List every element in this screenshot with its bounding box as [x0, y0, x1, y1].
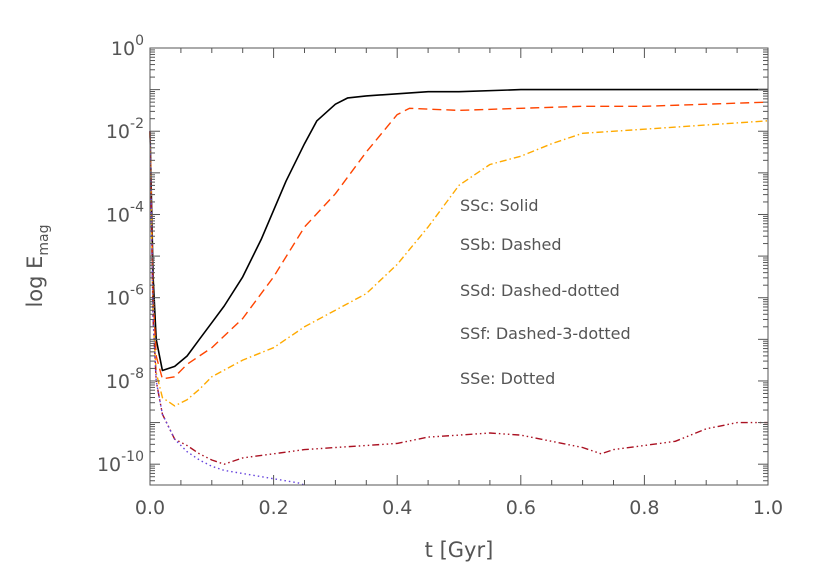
y-tick-label-3: 10-6 — [106, 283, 144, 310]
legend-entry-ssc: SSc: Solid — [460, 196, 539, 215]
series-line-ssd — [149, 120, 769, 407]
series-line-sse — [149, 131, 305, 486]
series-line-ssb — [149, 101, 769, 380]
x-tick-label-5: 1.0 — [753, 497, 783, 519]
x-tick-label-1: 0.2 — [258, 497, 288, 519]
axis-tick-labels: 0.0 0.2 0.4 0.6 0.8 1.0 100 10-2 10-4 10-6 10-8 10-… — [97, 33, 783, 519]
x-tick-label-3: 0.6 — [506, 497, 536, 519]
legend-entry-ssd: SSd: Dashed-dotted — [460, 281, 620, 300]
axis-ticks — [149, 47, 769, 485]
y-axis-label-base: log E — [23, 256, 47, 308]
y-tick-label-4: 10-8 — [106, 366, 144, 393]
plot-lines — [149, 88, 769, 486]
legend-entry-sse: SSe: Dotted — [460, 369, 555, 388]
x-tick-label-0: 0.0 — [135, 497, 165, 519]
x-tick-label-4: 0.8 — [629, 497, 659, 519]
x-axis-label: t [Gyr] — [425, 538, 494, 562]
y-tick-label-1: 10-2 — [106, 116, 144, 143]
y-axis-label: log Emag — [23, 224, 52, 307]
y-tick-label-5: 10-10 — [97, 449, 144, 476]
x-tick-label-2: 0.4 — [382, 497, 412, 519]
legend-entry-ssb: SSb: Dashed — [460, 235, 562, 254]
series-line-ssc — [149, 88, 768, 372]
plot-frame — [149, 47, 769, 486]
y-axis-label-subscript: mag — [36, 224, 52, 255]
legend-entry-ssf: SSf: Dashed-3-dotted — [460, 324, 631, 343]
series-line-ssf — [149, 131, 768, 465]
legend: SSc: Solid SSb: Dashed SSd: Dashed-dotte… — [460, 196, 631, 388]
y-tick-label-0: 100 — [111, 33, 144, 60]
y-tick-label-2: 10-4 — [106, 199, 144, 226]
